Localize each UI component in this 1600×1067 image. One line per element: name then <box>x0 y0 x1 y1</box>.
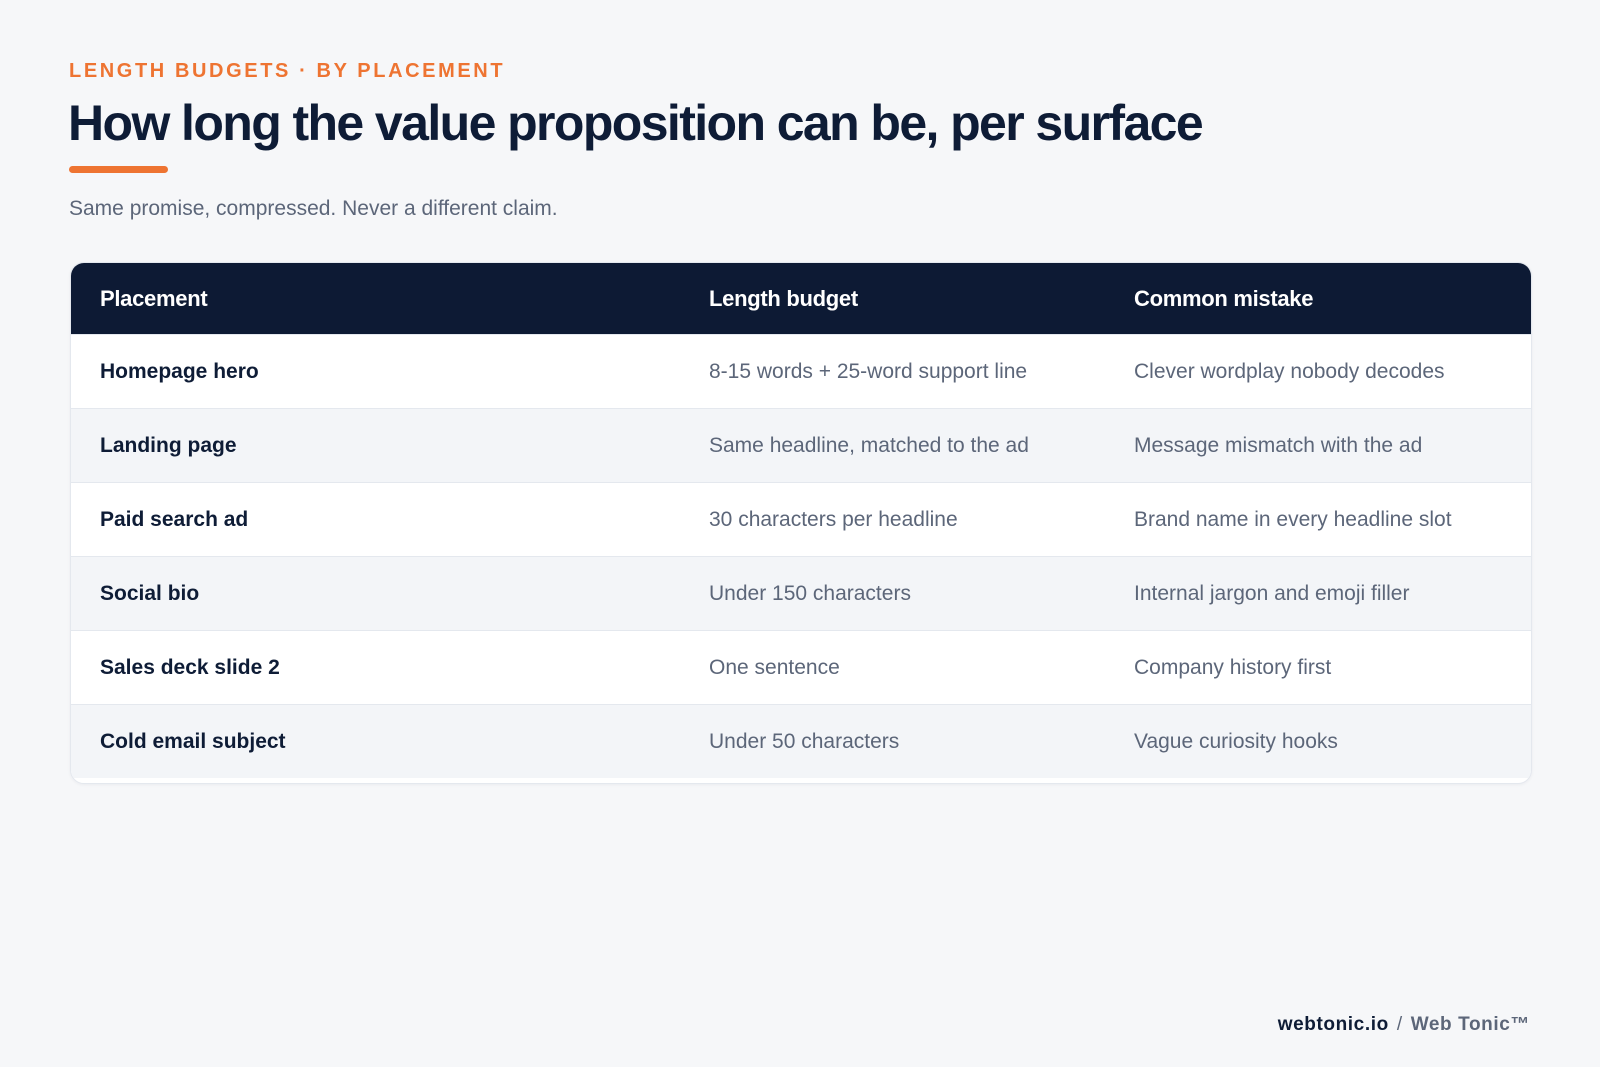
placement-cell: Sales deck slide 2 <box>100 655 280 679</box>
column-header-placement: Placement <box>100 285 208 311</box>
table-row: Cold email subject Under 50 characters V… <box>71 704 1531 778</box>
footer-domain: webtonic.io <box>1277 1014 1389 1035</box>
common-mistake-cell: Brand name in every headline slot <box>1134 507 1452 531</box>
title-accent-rule <box>69 166 168 173</box>
column-header-length-budget: Length budget <box>709 285 858 311</box>
length-budget-cell: One sentence <box>709 655 840 679</box>
placement-cell: Paid search ad <box>100 507 249 531</box>
placement-cell: Landing page <box>100 433 237 457</box>
column-header-common-mistake: Common mistake <box>1134 285 1314 311</box>
page-title: How long the value proposition can be, p… <box>68 95 1204 151</box>
length-budget-table: Placement Length budget Common mistake H… <box>70 262 1532 784</box>
table-row: Social bio Under 150 characters Internal… <box>71 556 1531 630</box>
table-header-row: Placement Length budget Common mistake <box>71 263 1531 334</box>
placement-cell: Cold email subject <box>100 729 286 753</box>
length-budget-cell: Under 150 characters <box>709 581 911 605</box>
table-row: Homepage hero 8-15 words + 25-word suppo… <box>71 334 1531 408</box>
common-mistake-cell: Message mismatch with the ad <box>1134 433 1423 457</box>
common-mistake-cell: Company history first <box>1134 655 1332 679</box>
footer-brand: Web Tonic™ <box>1410 1014 1530 1035</box>
table-row: Paid search ad 30 characters per headlin… <box>71 482 1531 556</box>
footer-credit: webtonic.io / Web Tonic™ <box>1278 1013 1530 1037</box>
footer-separator: / <box>1396 1014 1403 1035</box>
length-budget-cell: Under 50 characters <box>709 729 900 753</box>
placement-cell: Homepage hero <box>100 359 259 383</box>
table-row: Landing page Same headline, matched to t… <box>71 408 1531 482</box>
length-budget-cell: 30 characters per headline <box>709 507 958 531</box>
common-mistake-cell: Vague curiosity hooks <box>1134 729 1338 753</box>
page-subtitle: Same promise, compressed. Never a differ… <box>69 197 558 220</box>
common-mistake-cell: Internal jargon and emoji filler <box>1134 581 1410 605</box>
eyebrow-label: LENGTH BUDGETS · BY PLACEMENT <box>69 60 506 82</box>
length-budget-cell: 8-15 words + 25-word support line <box>709 359 1028 383</box>
common-mistake-cell: Clever wordplay nobody decodes <box>1134 359 1445 383</box>
table-row: Sales deck slide 2 One sentence Company … <box>71 630 1531 704</box>
length-budget-cell: Same headline, matched to the ad <box>709 433 1029 457</box>
placement-cell: Social bio <box>100 581 200 605</box>
